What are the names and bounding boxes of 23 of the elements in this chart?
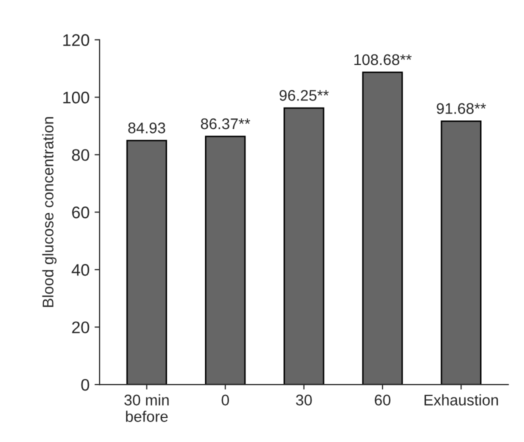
bar (204, 136, 246, 385)
y-tick-label: 120 (63, 34, 90, 46)
y-tick-label: 80 (72, 149, 90, 161)
bar (284, 107, 324, 385)
y-tick-label: 60 (72, 206, 90, 218)
y-tick-label: 0 (81, 378, 90, 391)
bar (362, 72, 403, 385)
y-tick-label: 20 (72, 321, 90, 334)
x-tick-label: 0 (222, 394, 229, 406)
data-label: 91.68** (436, 103, 486, 114)
data-label: 108.68** (354, 54, 412, 66)
data-label: 84.93 (128, 122, 166, 134)
y-tick-label: 100 (63, 92, 90, 104)
bar (440, 120, 482, 385)
x-tick-label: 60 (374, 394, 390, 406)
bar (126, 140, 168, 385)
data-label: 86.37** (200, 118, 250, 130)
data-label: 96.25** (280, 90, 329, 101)
x-tick-label: 30 (296, 394, 312, 406)
x-tick-label: Exhaustion (424, 394, 498, 406)
y-tick-label: 40 (72, 264, 90, 276)
x-tick-label: 30 min before (124, 394, 169, 422)
y-axis-title: Blood glucose concentration (42, 117, 56, 307)
